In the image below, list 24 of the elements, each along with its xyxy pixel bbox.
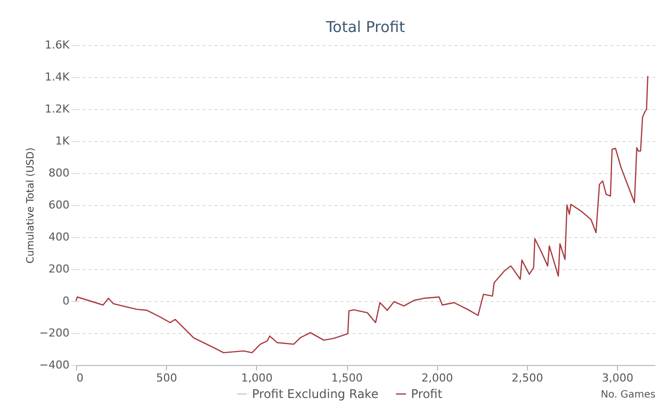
y-tick-label: 1K xyxy=(55,134,70,148)
x-tick-label: 2,000 xyxy=(422,372,453,384)
x-tick-label: 3,000 xyxy=(602,372,634,384)
y-axis-title: Cumulative Total (USD) xyxy=(25,147,36,264)
x-axis-title: No. Games xyxy=(600,390,656,400)
x-tick-label: 1,500 xyxy=(331,372,363,384)
y-tick-label: 1.4K xyxy=(44,70,70,84)
legend-label: Profit xyxy=(411,387,443,401)
x-tick-label: 500 xyxy=(156,372,178,384)
y-tick-label: −400 xyxy=(39,358,70,372)
x-tick-label: 0 xyxy=(76,372,84,384)
y-tick-label: 1.2K xyxy=(44,102,70,116)
legend-label: Profit Excluding Rake xyxy=(252,387,378,401)
x-tick-label: 1,000 xyxy=(241,372,273,384)
y-tick-label: 600 xyxy=(48,198,70,212)
y-tick-label: 0 xyxy=(62,294,70,308)
y-tick-label: 800 xyxy=(48,166,70,180)
line-series xyxy=(75,75,648,354)
chart-title: Total Profit xyxy=(325,18,406,36)
y-tick-label: −200 xyxy=(39,326,70,340)
y-tick-label: 200 xyxy=(48,262,70,276)
y-tick-label: 400 xyxy=(48,230,70,244)
x-tick-label: 2,500 xyxy=(512,372,544,384)
y-tick-label: 1.6K xyxy=(44,38,70,52)
